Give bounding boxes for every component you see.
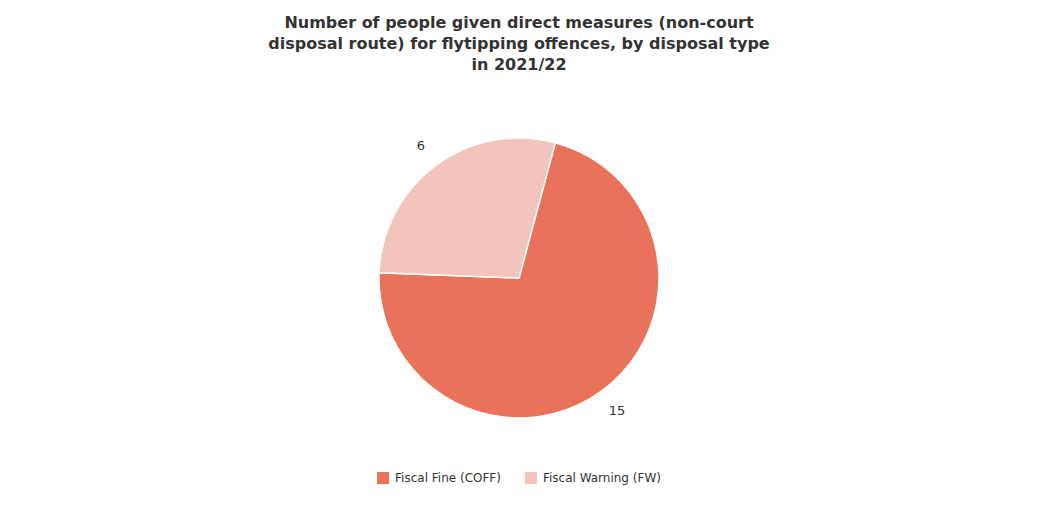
legend-label: Fiscal Fine (COFF) — [395, 471, 501, 485]
title-line: disposal route) for flytipping offences,… — [268, 34, 770, 53]
data-label: 15 — [609, 403, 626, 418]
legend-label: Fiscal Warning (FW) — [543, 471, 661, 485]
title-line: Number of people given direct measures (… — [284, 13, 754, 32]
legend-swatch — [377, 472, 389, 484]
data-labels: 15 6 — [417, 138, 626, 419]
legend-item: Fiscal Warning (FW) — [525, 471, 661, 485]
pie — [379, 138, 659, 418]
title: Number of people given direct measures (… — [268, 13, 770, 74]
title-line: in 2021/22 — [471, 55, 566, 74]
data-label: 6 — [417, 138, 425, 153]
legend: Fiscal Fine (COFF) Fiscal Warning (FW) — [377, 471, 661, 485]
chart: Number of people given direct measures (… — [0, 0, 1038, 520]
legend-swatch — [525, 472, 537, 484]
pie-slice — [379, 138, 555, 278]
legend-item: Fiscal Fine (COFF) — [377, 471, 501, 485]
